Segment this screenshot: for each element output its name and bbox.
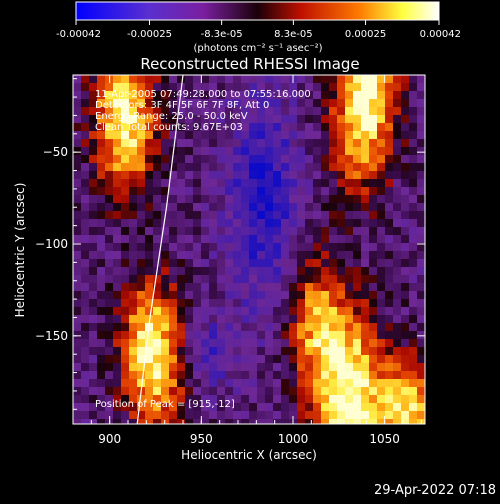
y-axis-label: Heliocentric Y (arcsec) xyxy=(13,183,27,318)
plot-frame xyxy=(72,74,426,425)
colorbar-tick-label: -0.00025 xyxy=(127,29,172,40)
y-tick-label: −100 xyxy=(35,237,68,251)
x-tick-label: 900 xyxy=(98,432,121,446)
info-detectors: Detectors: 3F 4F 5F 6F 7F 8F, Att 0 xyxy=(95,100,269,111)
colorbar-gradient xyxy=(75,1,440,21)
colorbar: -0.00042 -0.00025 -8.3e-05 8.3e-05 0.00025 0.… xyxy=(56,1,461,54)
colorbar-tick-label: 0.00025 xyxy=(345,29,386,40)
observation-info: 11-Apr-2005 07:49:28.000 to 07:55:16.000… xyxy=(95,89,311,133)
y-tick-label: −50 xyxy=(43,145,68,159)
x-tick-label: 1050 xyxy=(369,432,400,446)
info-energy-range: Energy Range: 25.0 - 50.0 keV xyxy=(95,111,248,122)
y-tick-label: −150 xyxy=(35,329,68,343)
x-tick-label: 950 xyxy=(190,432,213,446)
info-clean-counts: Clean Total counts: 9.67E+03 xyxy=(95,122,243,133)
info-time-range: 11-Apr-2005 07:49:28.000 to 07:55:16.000 xyxy=(95,89,311,100)
footer-timestamp: 29-Apr-2022 07:18 xyxy=(374,483,496,498)
peak-position-label: Position of Peak = [915,-12] xyxy=(95,399,235,410)
y-axis: −50 −100 −150 xyxy=(35,78,425,410)
solar-image xyxy=(73,75,425,424)
x-axis-label: Heliocentric X (arcsec) xyxy=(181,448,317,462)
colorbar-tick-label: -8.3e-05 xyxy=(201,29,243,40)
x-tick-label: 1000 xyxy=(278,432,309,446)
x-axis: 900 950 1000 1050 xyxy=(72,75,422,446)
colorbar-unit-label: (photons cm⁻² s⁻¹ asec⁻²) xyxy=(193,43,322,54)
solar-limb-contour xyxy=(136,75,184,424)
colorbar-tick-label: -0.00042 xyxy=(56,29,101,40)
colorbar-tick-label: 0.00042 xyxy=(420,29,461,40)
plot-title: Reconstructed RHESSI Image xyxy=(140,55,359,73)
colorbar-tick-label: 8.3e-05 xyxy=(274,29,312,40)
